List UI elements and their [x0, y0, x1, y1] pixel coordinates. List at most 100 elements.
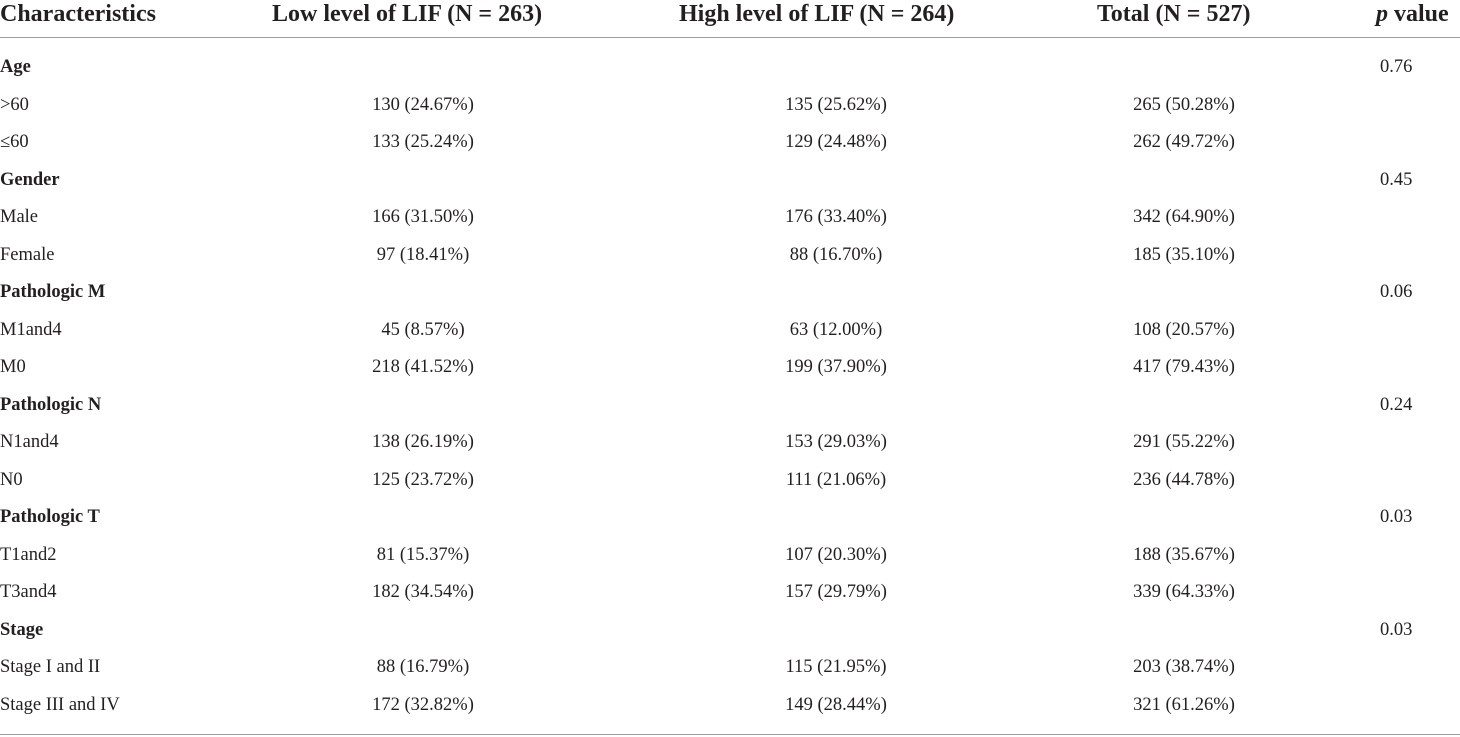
row-label: Female	[0, 244, 55, 265]
table-row: N0 125 (23.72%) 111 (21.06%) 236 (44.78%)	[0, 462, 1460, 500]
high-lif-cell: 129 (24.48%)	[785, 132, 887, 152]
table-header: Characteristics Low level of LIF (N = 26…	[0, 0, 1460, 38]
low-lif-cell: 218 (41.52%)	[372, 357, 474, 377]
p-value-cell: 0.76	[1380, 57, 1413, 77]
p-value-cell: 0.03	[1380, 619, 1413, 640]
table-row: N1and4 138 (26.19%) 153 (29.03%) 291 (55.22…	[0, 424, 1460, 462]
group-header-row: Gender 0.45	[0, 162, 1460, 200]
table-row: >60 130 (24.67%) 135 (25.62%) 265 (50.28%)	[0, 87, 1460, 125]
low-lif-cell: 182 (34.54%)	[372, 582, 474, 602]
high-lif-cell	[736, 499, 936, 537]
total-cell: 291 (55.22%)	[1133, 432, 1235, 452]
row-label: Stage	[0, 619, 44, 640]
row-label: T3and4	[0, 582, 57, 602]
group-header-row: Pathologic M 0.06	[0, 274, 1460, 312]
high-lif-cell: 111 (21.06%)	[785, 469, 887, 490]
row-label: ≤60	[0, 132, 29, 152]
low-lif-cell: 133 (25.24%)	[372, 132, 474, 152]
low-lif-cell: 97 (18.41%)	[376, 244, 470, 265]
low-lif-cell	[323, 274, 523, 312]
header-total: Total (N = 527)	[1097, 1, 1251, 27]
high-lif-cell	[736, 49, 936, 87]
header-low-lif: Low level of LIF (N = 263)	[272, 1, 543, 27]
row-label: Stage I and II	[0, 657, 101, 677]
high-lif-cell: 107 (20.30%)	[785, 544, 887, 565]
low-lif-cell: 130 (24.67%)	[372, 94, 474, 115]
total-cell: 321 (61.26%)	[1133, 694, 1235, 715]
high-lif-cell: 135 (25.62%)	[785, 94, 887, 115]
p-value-cell: 0.24	[1380, 394, 1413, 415]
row-label: >60	[0, 94, 29, 115]
table-row: Stage III and IV 172 (32.82%) 149 (28.44%)…	[0, 687, 1460, 725]
low-lif-cell: 138 (26.19%)	[372, 432, 474, 452]
total-cell: 417 (79.43%)	[1133, 357, 1235, 377]
low-lif-cell: 125 (23.72%)	[372, 469, 474, 490]
row-label: N0	[0, 469, 23, 490]
table-row: Stage I and II 88 (16.79%) 115 (21.95%) 203…	[0, 649, 1460, 687]
total-cell: 203 (38.74%)	[1133, 657, 1235, 677]
high-lif-cell: 157 (29.79%)	[785, 582, 887, 602]
total-cell: 185 (35.10%)	[1133, 244, 1235, 265]
row-label: N1and4	[0, 432, 59, 452]
low-lif-cell: 166 (31.50%)	[372, 207, 474, 227]
group-header-row: Pathologic T 0.03	[0, 499, 1460, 537]
group-header-row: Pathologic N 0.24	[0, 387, 1460, 425]
header-p-suffix: value	[1388, 1, 1449, 27]
low-lif-cell	[323, 49, 523, 87]
high-lif-cell	[736, 612, 936, 650]
high-lif-cell: 149 (28.44%)	[785, 694, 887, 715]
high-lif-cell	[736, 274, 936, 312]
row-label: T1and2	[0, 544, 57, 565]
header-p-value: p value	[1376, 0, 1449, 30]
table-row: T1and2 81 (15.37%) 107 (20.30%) 188 (35.67%…	[0, 537, 1460, 575]
total-cell: 108 (20.57%)	[1133, 319, 1235, 340]
low-lif-cell: 81 (15.37%)	[376, 544, 470, 565]
table-row: M1and4 45 (8.57%) 63 (12.00%) 108 (20.57%)	[0, 312, 1460, 350]
total-cell	[1084, 387, 1284, 425]
low-lif-cell	[323, 387, 523, 425]
high-lif-cell: 115 (21.95%)	[785, 657, 887, 677]
group-header-row: Stage 0.03	[0, 612, 1460, 650]
table-row: Male 166 (31.50%) 176 (33.40%) 342 (64.90%)	[0, 199, 1460, 237]
high-lif-cell	[736, 387, 936, 425]
high-lif-cell: 88 (16.70%)	[789, 244, 883, 265]
total-cell: 262 (49.72%)	[1133, 132, 1235, 152]
low-lif-cell: 88 (16.79%)	[376, 657, 470, 677]
header-characteristics: Characteristics	[0, 1, 156, 27]
row-label: Pathologic T	[0, 507, 100, 527]
total-cell: 342 (64.90%)	[1133, 207, 1235, 227]
total-cell	[1084, 612, 1284, 650]
total-cell	[1084, 162, 1284, 200]
high-lif-cell: 153 (29.03%)	[785, 432, 887, 452]
high-lif-cell: 63 (12.00%)	[789, 319, 883, 340]
p-value-cell: 0.45	[1380, 169, 1413, 190]
row-label: Male	[0, 207, 39, 227]
total-cell: 188 (35.67%)	[1133, 544, 1235, 565]
total-cell: 265 (50.28%)	[1133, 94, 1235, 115]
total-cell: 339 (64.33%)	[1133, 582, 1235, 602]
low-lif-cell: 45 (8.57%)	[381, 319, 465, 340]
total-cell	[1084, 499, 1284, 537]
table-row: T3and4 182 (34.54%) 157 (29.79%) 339 (64.33…	[0, 574, 1460, 612]
row-label: Pathologic M	[0, 282, 106, 302]
row-label: M0	[0, 357, 26, 377]
row-label: Gender	[0, 169, 60, 190]
high-lif-cell: 176 (33.40%)	[785, 207, 887, 227]
high-lif-cell: 199 (37.90%)	[785, 357, 887, 377]
row-label: Pathologic N	[0, 394, 102, 415]
header-high-lif: High level of LIF (N = 264)	[679, 1, 955, 27]
table-body: Age 0.76 >60 130 (24.67%) 135 (25.62%) 265 (5…	[0, 49, 1460, 724]
high-lif-cell	[736, 162, 936, 200]
table-row: M0 218 (41.52%) 199 (37.90%) 417 (79.43%)	[0, 349, 1460, 387]
low-lif-cell	[323, 162, 523, 200]
table-row: Female 97 (18.41%) 88 (16.70%) 185 (35.10%)	[0, 237, 1460, 275]
table-bottom-rule	[0, 734, 1460, 735]
row-label: Age	[0, 57, 31, 77]
row-label: Stage III and IV	[0, 694, 120, 715]
table-row: ≤60 133 (25.24%) 129 (24.48%) 262 (49.72%)	[0, 124, 1460, 162]
group-header-row: Age 0.76	[0, 49, 1460, 87]
low-lif-cell	[323, 499, 523, 537]
header-p-symbol: p	[1376, 1, 1388, 27]
p-value-cell: 0.06	[1380, 282, 1413, 302]
